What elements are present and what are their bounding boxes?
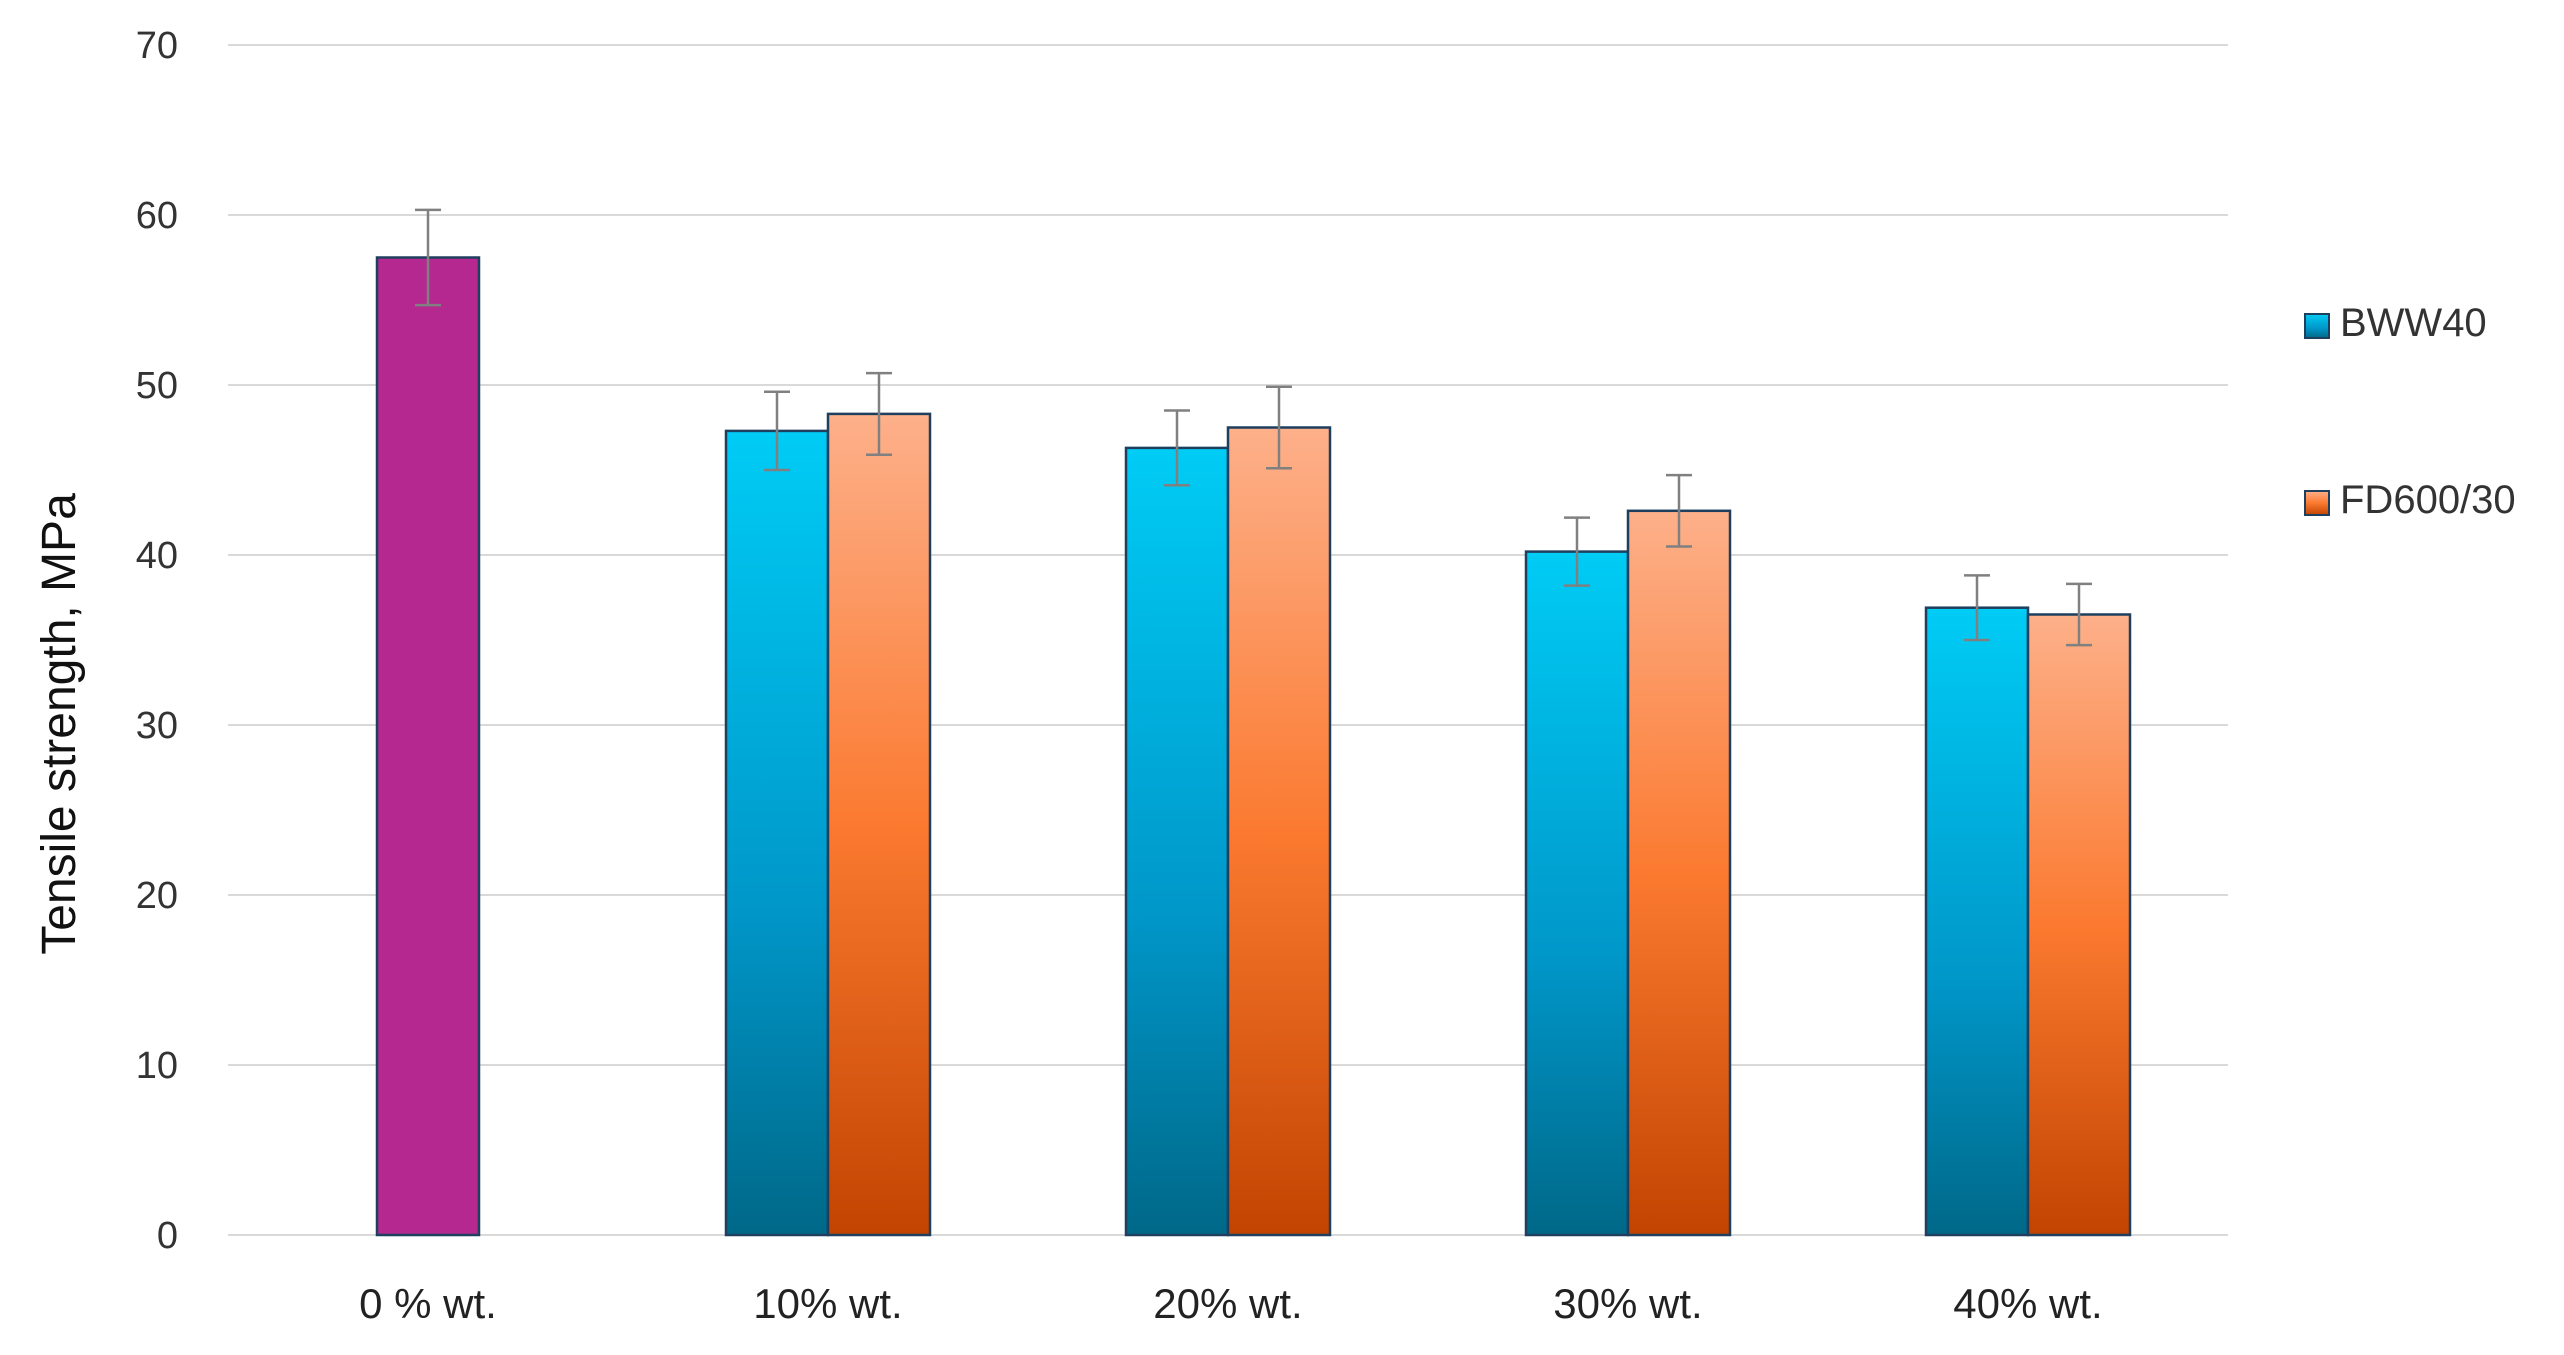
bar-fd600-30 <box>2026 613 2132 1237</box>
bars <box>375 256 2132 1237</box>
x-category-label: 40% wt. <box>1953 1280 2102 1327</box>
y-tick-label: 70 <box>136 25 178 67</box>
y-tick-label: 10 <box>136 1045 178 1087</box>
y-tick-label: 0 <box>157 1215 178 1257</box>
x-category-label: 10% wt. <box>753 1280 902 1327</box>
x-axis-categories: 0 % wt. 10% wt. 20% wt. 30% wt. 40% wt. <box>359 1280 2103 1327</box>
legend-swatch <box>2304 490 2330 516</box>
legend-swatch <box>2304 313 2330 339</box>
legend-label: FD600/30 <box>2340 478 2516 522</box>
legend-label: BWW40 <box>2340 301 2487 345</box>
legend: BWW40 FD600/30 <box>2304 301 2516 522</box>
error-bars <box>415 208 2092 647</box>
x-category-label: 20% wt. <box>1153 1280 1302 1327</box>
bar-bww40 <box>1524 550 1630 1237</box>
y-axis-ticks: 0 10 20 30 40 50 60 70 <box>136 25 178 1257</box>
x-category-label: 0 % wt. <box>359 1280 497 1327</box>
y-tick-label: 30 <box>136 705 178 747</box>
x-category-label: 30% wt. <box>1553 1280 1702 1327</box>
bar-fd600-30 <box>1226 426 1332 1237</box>
y-tick-label: 40 <box>136 535 178 577</box>
bar-fd600-30 <box>826 412 932 1237</box>
bar-bww40 <box>1124 446 1230 1237</box>
bar-fd600-30 <box>1626 509 1732 1237</box>
bar-bww40 <box>1924 606 2030 1237</box>
y-axis-title: Tensile strength, MPa <box>33 493 86 955</box>
y-tick-label: 20 <box>136 875 178 917</box>
y-tick-label: 50 <box>136 365 178 407</box>
y-tick-label: 60 <box>136 195 178 237</box>
bar-reference <box>375 256 481 1237</box>
bar-bww40 <box>724 429 830 1237</box>
